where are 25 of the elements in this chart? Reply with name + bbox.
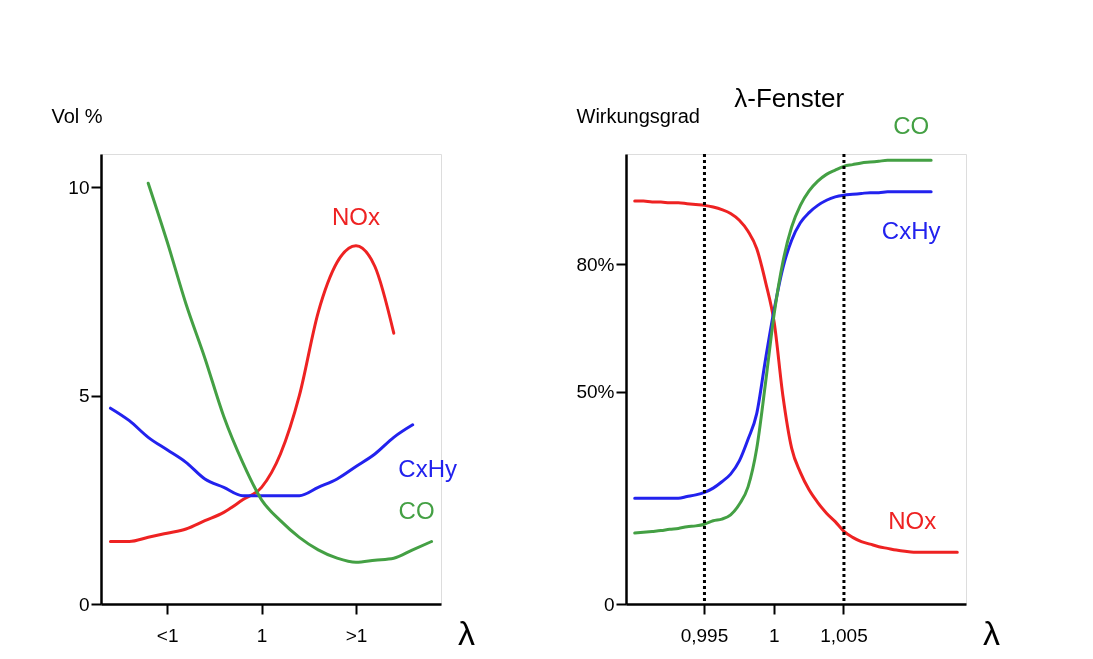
series-label: CO [398, 496, 435, 524]
x-tick-label: <1 [156, 624, 179, 646]
x-axis-title: λ [458, 613, 475, 652]
x-tick-label: 1,005 [820, 624, 868, 646]
y-axis-title: Vol % [51, 104, 103, 127]
y-tick-label: 50% [576, 381, 615, 403]
line-series [108, 244, 396, 543]
series-label: CxHy [398, 454, 457, 482]
series-label: CO [893, 112, 930, 140]
series-label: NOx [332, 202, 380, 230]
y-axis-title: Wirkungsgrad [576, 104, 700, 127]
y-tick-label: 0 [603, 593, 615, 615]
text: λ-Fenster [734, 83, 845, 113]
series-label: CxHy [881, 216, 941, 244]
x-tick-label: 0,995 [680, 624, 729, 646]
x-tick-label: 1 [256, 624, 268, 646]
x-tick-label: 1 [768, 624, 780, 646]
x-tick-label: >1 [345, 624, 368, 646]
y-tick-label: 0 [78, 593, 90, 615]
y-tick-label: 5 [78, 385, 90, 407]
line-series [633, 199, 959, 554]
y-tick-label: 80% [576, 253, 615, 275]
series-label: NOx [888, 507, 937, 535]
y-tick-label: 10 [68, 176, 90, 198]
x-axis-title: λ [983, 613, 1000, 652]
